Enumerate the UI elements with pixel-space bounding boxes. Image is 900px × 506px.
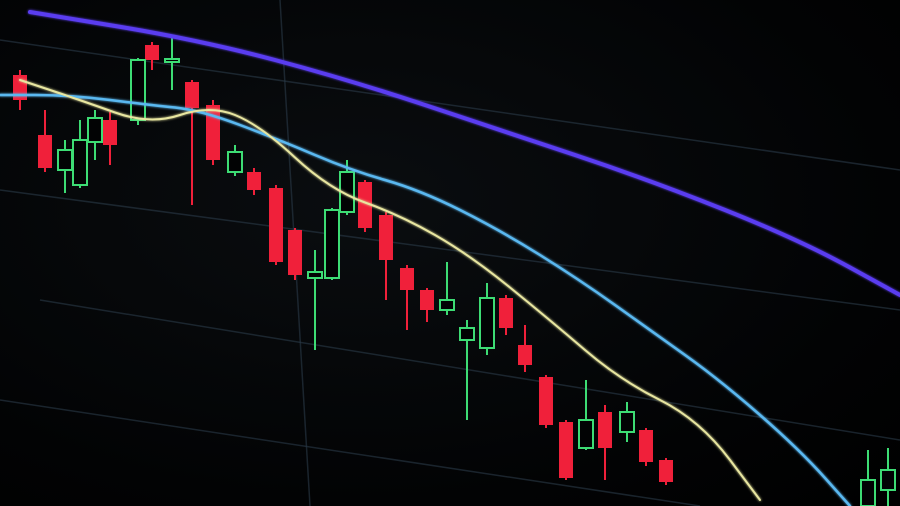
bearish-candle	[145, 42, 159, 70]
bearish-candle	[358, 180, 372, 232]
bullish-candle	[57, 140, 73, 193]
bearish-candle	[38, 110, 52, 172]
bearish-candle	[420, 288, 434, 322]
candle-body	[185, 82, 199, 108]
bullish-candle	[619, 402, 635, 442]
candle-body	[269, 188, 283, 262]
grid-line	[39, 299, 900, 441]
grid-line	[0, 399, 701, 506]
candle-body	[72, 139, 88, 186]
bearish-candle	[379, 212, 393, 300]
candle-body	[860, 479, 876, 506]
candle-body	[379, 215, 393, 260]
candle-body	[227, 151, 243, 173]
candle-body	[539, 377, 553, 425]
candle-body	[420, 290, 434, 310]
bearish-candle	[247, 168, 261, 195]
bullish-candle	[227, 145, 243, 176]
candle-body	[145, 45, 159, 60]
bullish-candle	[439, 262, 455, 315]
candle-body	[38, 135, 52, 168]
bearish-candle	[639, 428, 653, 466]
grid-line	[0, 39, 900, 171]
candle-body	[324, 209, 340, 279]
candle-body	[103, 120, 117, 145]
candle-body	[518, 345, 532, 365]
bearish-candle	[598, 405, 612, 480]
candle-body	[87, 117, 103, 143]
candle-body	[57, 149, 73, 171]
bullish-candle	[72, 120, 88, 188]
candle-body	[598, 412, 612, 448]
candle-body	[479, 297, 495, 349]
bullish-candle	[130, 58, 146, 125]
candle-body	[400, 268, 414, 290]
bearish-candle	[269, 185, 283, 265]
bullish-candle	[324, 208, 340, 280]
bullish-candle	[459, 320, 475, 420]
bearish-candle	[103, 112, 117, 165]
candle-body	[559, 422, 573, 478]
candle-body	[307, 271, 323, 279]
grid-line	[0, 189, 900, 311]
bullish-candle	[578, 380, 594, 450]
candle-body	[164, 58, 180, 63]
bearish-candle	[659, 458, 673, 485]
bullish-candle	[87, 110, 103, 160]
bearish-candle	[13, 70, 27, 110]
bearish-candle	[539, 375, 553, 428]
bearish-candle	[559, 420, 573, 480]
candle-body	[130, 59, 146, 121]
bullish-candle	[164, 38, 180, 90]
candle-body	[288, 230, 302, 275]
bullish-candle	[479, 283, 495, 355]
bearish-candle	[400, 265, 414, 330]
candle-body	[499, 298, 513, 328]
candle-body	[578, 419, 594, 449]
moving-average-short	[19, 79, 761, 501]
bearish-candle	[185, 80, 199, 205]
candle-body	[247, 172, 261, 190]
candle-body	[206, 105, 220, 160]
bearish-candle	[499, 295, 513, 335]
candle-body	[459, 327, 475, 341]
bullish-candle	[307, 250, 323, 350]
candles	[13, 38, 896, 506]
moving-average-lines	[0, 10, 900, 506]
moving-average-mid	[0, 93, 852, 506]
bearish-candle	[288, 228, 302, 280]
candle-body	[639, 430, 653, 462]
bearish-candle	[518, 325, 532, 372]
bullish-candle	[860, 450, 876, 506]
candle-body	[439, 299, 455, 311]
moving-average-long	[28, 10, 900, 297]
bullish-candle	[339, 160, 355, 215]
candle-body	[358, 182, 372, 228]
candle-body	[619, 411, 635, 433]
candle-body	[659, 460, 673, 482]
candle-body	[880, 469, 896, 491]
bullish-candle	[880, 448, 896, 506]
